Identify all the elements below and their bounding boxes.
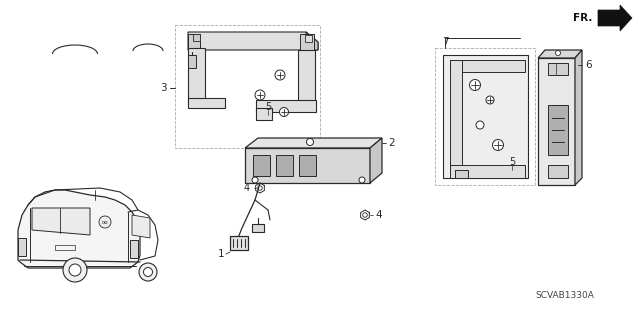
Polygon shape [188, 55, 196, 68]
Polygon shape [305, 35, 312, 42]
Circle shape [486, 96, 494, 104]
Circle shape [363, 213, 367, 217]
Circle shape [258, 186, 262, 190]
Polygon shape [548, 63, 568, 75]
Polygon shape [245, 148, 370, 183]
Circle shape [470, 79, 481, 91]
Polygon shape [253, 155, 270, 176]
Polygon shape [256, 108, 272, 120]
Polygon shape [188, 34, 200, 48]
Text: oo: oo [102, 219, 108, 225]
Circle shape [252, 177, 258, 183]
Polygon shape [188, 98, 225, 108]
Polygon shape [538, 50, 582, 58]
Text: 5: 5 [509, 157, 515, 167]
Circle shape [143, 268, 152, 277]
Circle shape [359, 177, 365, 183]
Text: 5: 5 [265, 102, 271, 112]
Polygon shape [306, 32, 318, 50]
Polygon shape [32, 208, 90, 235]
Circle shape [69, 264, 81, 276]
Text: 4: 4 [244, 183, 250, 193]
Polygon shape [193, 34, 200, 41]
Circle shape [255, 90, 265, 100]
Polygon shape [276, 155, 293, 176]
Polygon shape [548, 165, 568, 178]
Circle shape [99, 216, 111, 228]
Text: 2: 2 [388, 138, 395, 148]
Text: 1: 1 [218, 249, 224, 259]
Polygon shape [443, 55, 528, 178]
Polygon shape [575, 50, 582, 185]
Circle shape [275, 70, 285, 80]
Polygon shape [450, 60, 525, 72]
Polygon shape [130, 240, 138, 258]
Polygon shape [18, 238, 26, 256]
Polygon shape [245, 138, 382, 148]
Polygon shape [18, 190, 140, 268]
Circle shape [139, 263, 157, 281]
Text: 3: 3 [160, 83, 166, 93]
Polygon shape [300, 34, 314, 50]
Polygon shape [299, 155, 316, 176]
Circle shape [280, 108, 289, 116]
Circle shape [493, 139, 504, 151]
Polygon shape [188, 32, 318, 50]
Polygon shape [598, 5, 632, 31]
Polygon shape [370, 138, 382, 183]
Polygon shape [188, 48, 205, 105]
Text: 4: 4 [375, 210, 381, 220]
Text: 7: 7 [442, 37, 448, 47]
Polygon shape [298, 50, 315, 108]
Polygon shape [450, 165, 525, 178]
Circle shape [307, 138, 314, 145]
Polygon shape [450, 60, 462, 175]
Text: 6: 6 [585, 60, 591, 70]
Text: FR.: FR. [573, 13, 592, 23]
Polygon shape [132, 215, 150, 238]
Polygon shape [256, 100, 316, 112]
Polygon shape [455, 170, 468, 178]
Polygon shape [252, 224, 264, 232]
Polygon shape [538, 58, 575, 185]
Circle shape [556, 50, 561, 56]
Polygon shape [548, 105, 568, 155]
Circle shape [63, 258, 87, 282]
Circle shape [476, 121, 484, 129]
Polygon shape [230, 236, 248, 250]
Text: SCVAB1330A: SCVAB1330A [536, 291, 595, 300]
